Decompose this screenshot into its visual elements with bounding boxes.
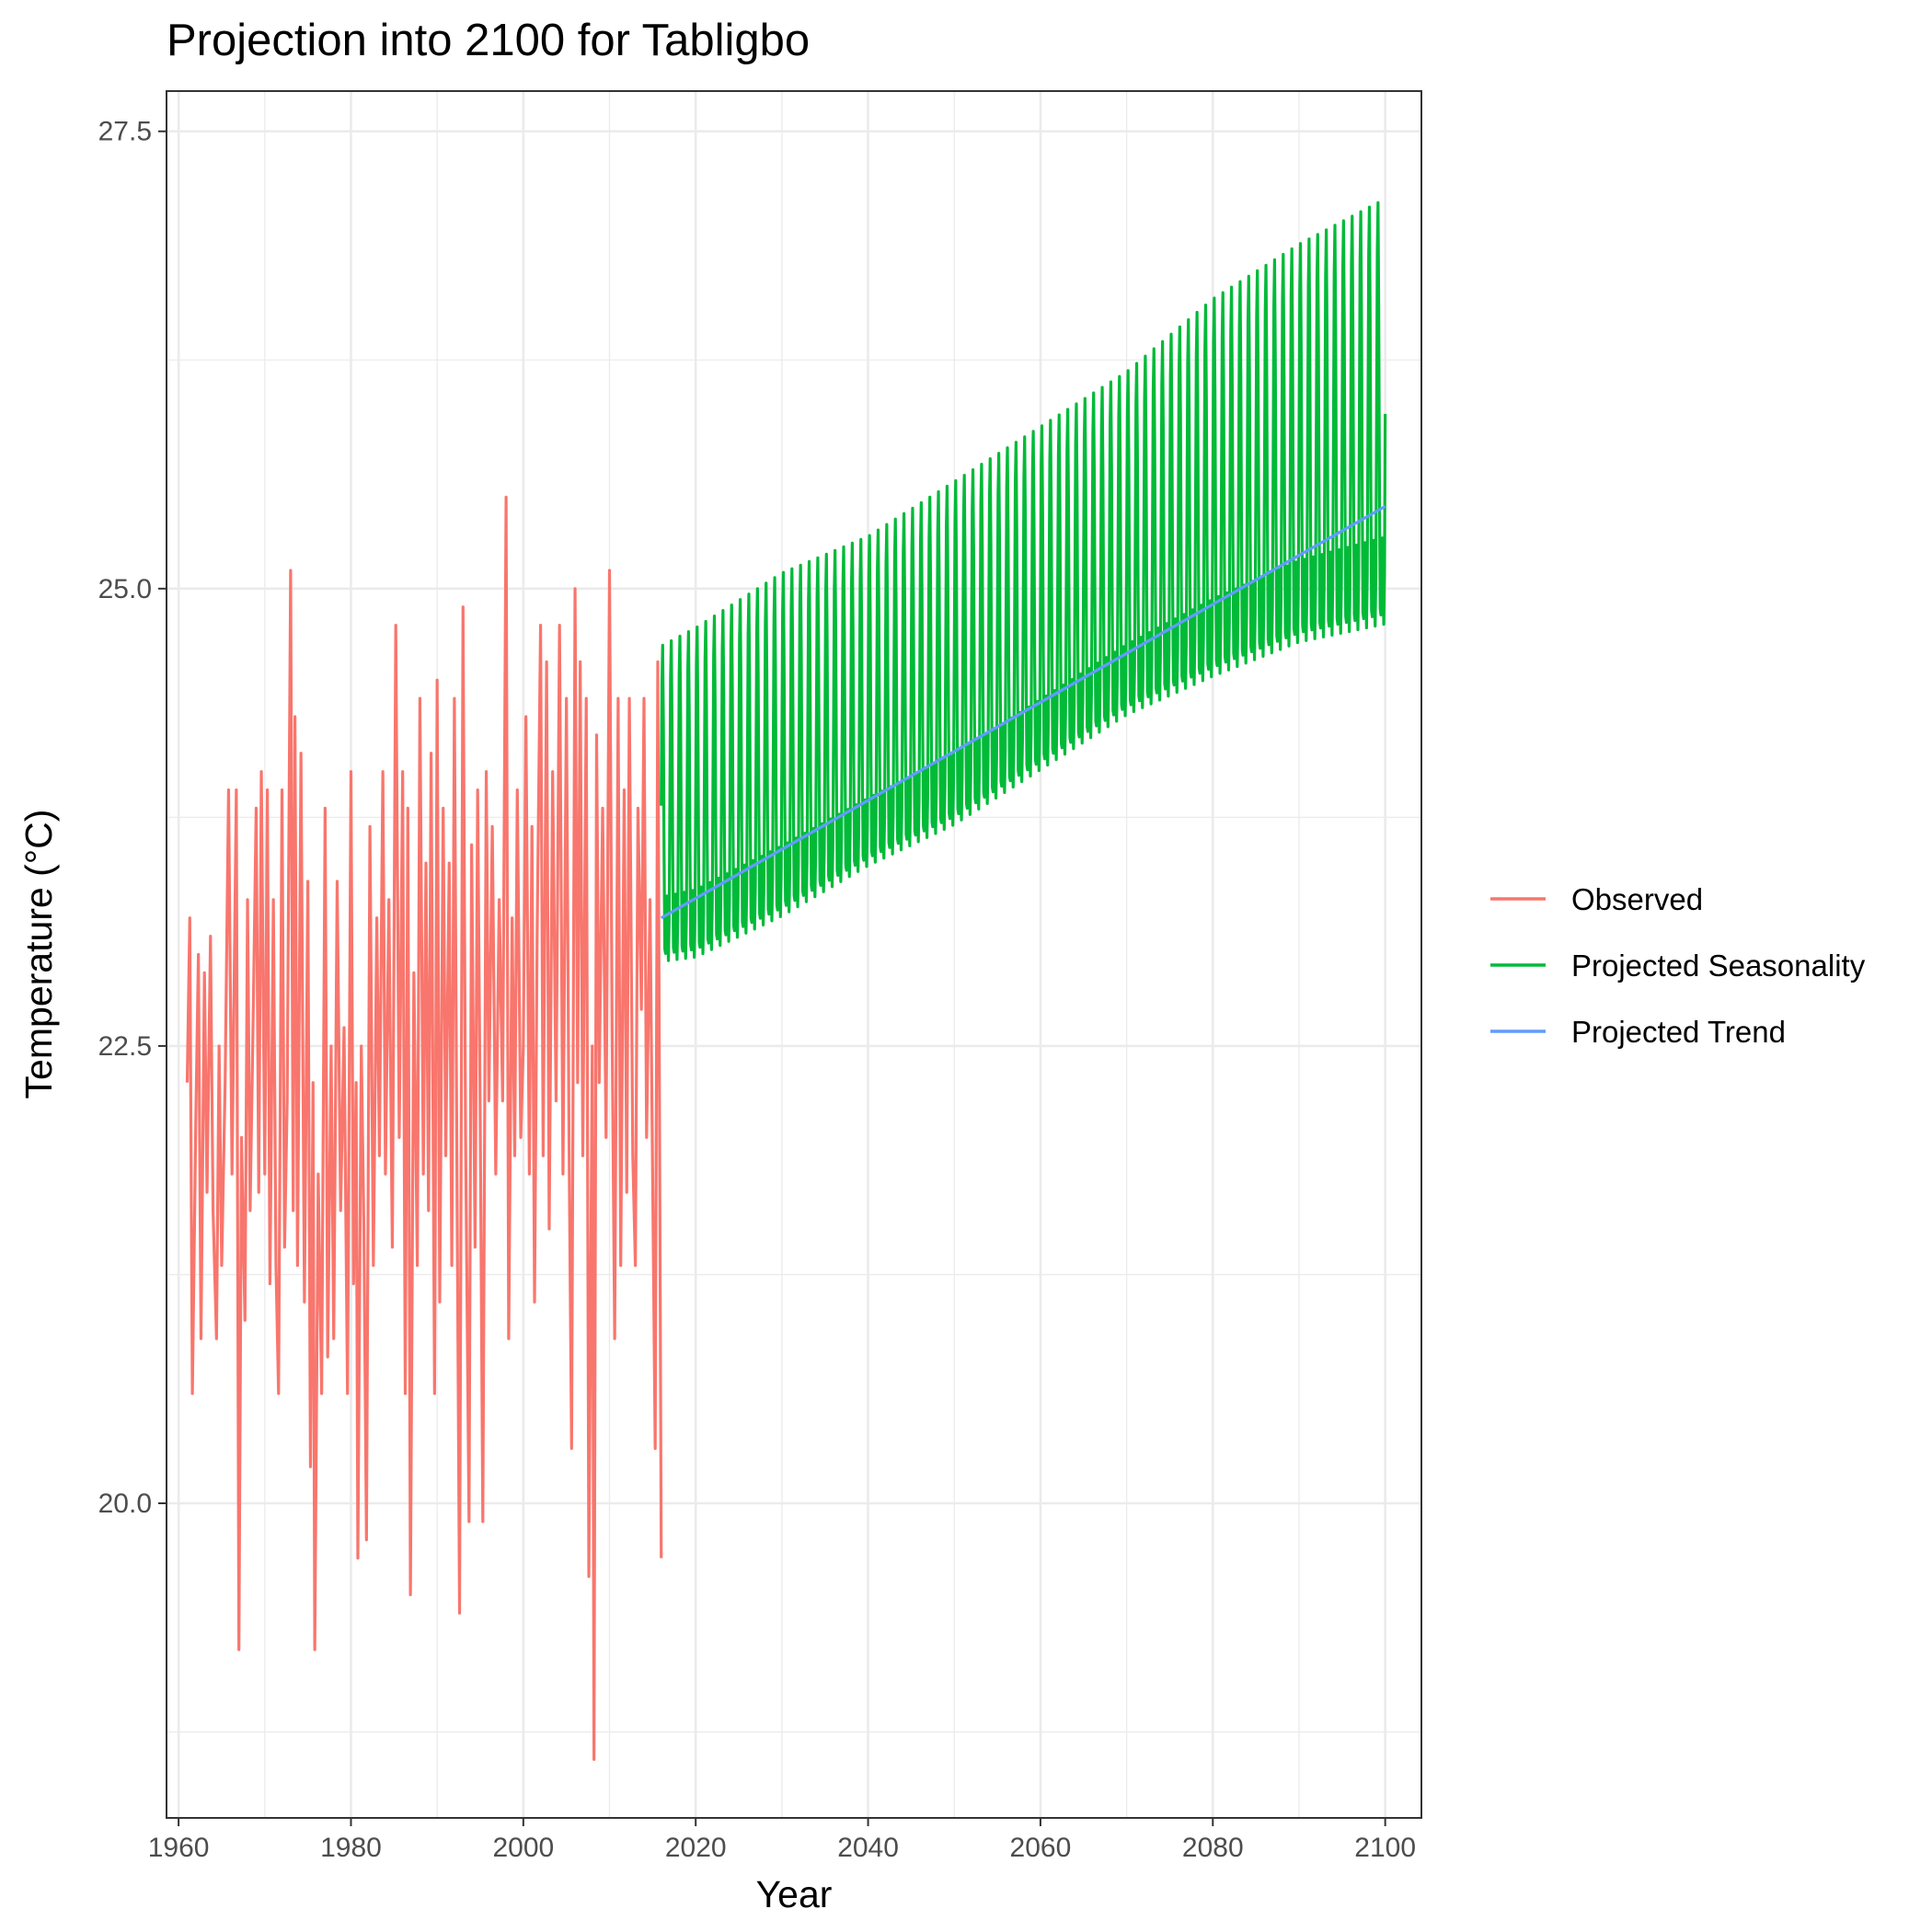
x-tick-label-2080: 2080 bbox=[1182, 1833, 1244, 1863]
x-tick-label-2020: 2020 bbox=[665, 1833, 727, 1863]
x-tick-label-2060: 2060 bbox=[1010, 1833, 1072, 1863]
series-line-observed bbox=[185, 495, 663, 1761]
y-axis: 20.0 22.5 25.0 27.5 bbox=[98, 117, 167, 1519]
series-line-projected-trend bbox=[660, 504, 1386, 920]
legend-label-projected-trend: Projected Trend bbox=[1571, 1015, 1786, 1049]
plot-border bbox=[166, 90, 1422, 1819]
x-tick-label-1960: 1960 bbox=[148, 1833, 210, 1863]
legend: Observed Projected Seasonality Projected… bbox=[1490, 882, 1866, 1049]
series-layer bbox=[185, 201, 1387, 1761]
y-tick-label-27-5: 27.5 bbox=[98, 117, 152, 147]
y-axis-title: Temperature (°C) bbox=[17, 810, 60, 1099]
chart-title: Projection into 2100 for Tabligbo bbox=[167, 16, 810, 65]
y-tick-label-22-5: 22.5 bbox=[98, 1031, 152, 1062]
plot-panel bbox=[166, 90, 1422, 1819]
legend-item-projected-trend: Projected Trend bbox=[1490, 1015, 1786, 1049]
legend-label-observed: Observed bbox=[1571, 882, 1703, 916]
x-tick-label-1980: 1980 bbox=[320, 1833, 382, 1863]
legend-label-projected-seasonality: Projected Seasonality bbox=[1571, 949, 1866, 983]
x-axis-title: Year bbox=[756, 1873, 833, 1915]
x-tick-label-2000: 2000 bbox=[492, 1833, 554, 1863]
legend-item-observed: Observed bbox=[1490, 882, 1703, 916]
x-tick-label-2100: 2100 bbox=[1354, 1833, 1416, 1863]
legend-item-projected-seasonality: Projected Seasonality bbox=[1490, 949, 1866, 983]
x-tick-label-2040: 2040 bbox=[837, 1833, 899, 1863]
minor-gridlines-x bbox=[264, 91, 1300, 1818]
y-tick-label-20-0: 20.0 bbox=[98, 1489, 152, 1519]
y-tick-label-25-0: 25.0 bbox=[98, 574, 152, 604]
series-line-projected-seasonality bbox=[660, 201, 1387, 962]
x-axis: 1960 1980 2000 2020 2040 2060 2080 2100 bbox=[148, 1818, 1416, 1863]
